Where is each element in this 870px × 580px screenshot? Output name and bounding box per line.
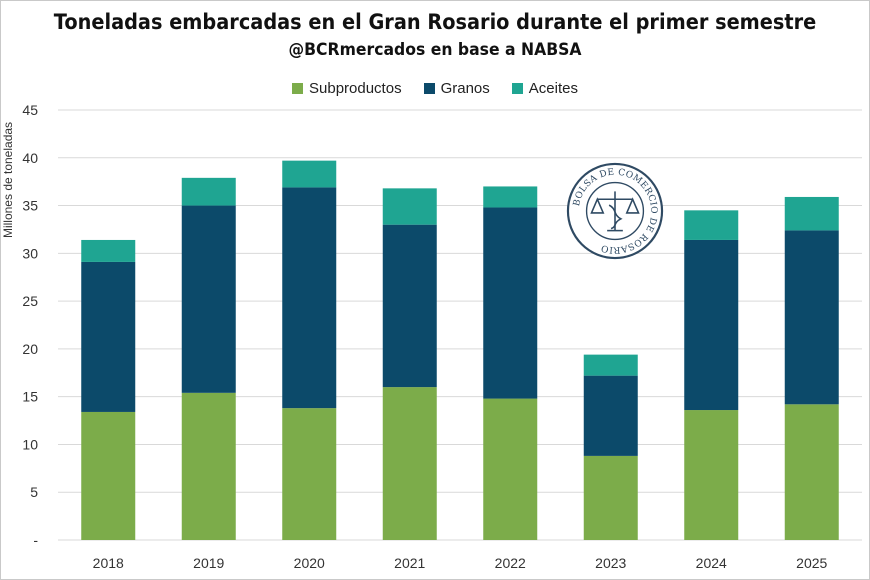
bar-granos-2020: [282, 187, 337, 409]
legend-swatch-subproductos: [292, 83, 303, 94]
bolsa-de-comercio-seal-logo: BOLSA DE COMERCIO DE ROSARIO: [566, 162, 664, 260]
y-tick-label: 25: [22, 293, 38, 309]
x-tick-label: 2020: [294, 555, 325, 571]
chart-legend: Subproductos Granos Aceites: [0, 80, 870, 97]
bar-aceites-2021: [382, 188, 437, 225]
y-tick-label: 40: [22, 150, 38, 166]
legend-item-granos: Granos: [423, 80, 490, 97]
x-tick-label: 2019: [193, 555, 224, 571]
bar-granos-2025: [784, 230, 839, 405]
y-tick-label: 30: [22, 245, 38, 261]
bar-granos-2021: [382, 224, 437, 388]
y-tick-label: 35: [22, 198, 38, 214]
x-tick-label: 2024: [696, 555, 727, 571]
bar-subproductos-2021: [382, 387, 437, 540]
legend-label-subproductos: Subproductos: [309, 80, 402, 97]
y-tick-label: 10: [22, 436, 38, 452]
bar-subproductos-2024: [684, 410, 739, 540]
legend-label-granos: Granos: [440, 80, 490, 97]
legend-swatch-aceites: [511, 83, 523, 94]
y-tick-label: 15: [22, 389, 38, 405]
bar-aceites-2025: [784, 196, 839, 231]
bar-subproductos-2022: [483, 398, 538, 540]
bar-subproductos-2018: [81, 411, 136, 540]
x-tick-label: 2021: [394, 555, 425, 571]
chart-title: Toneladas embarcadas en el Gran Rosario …: [53, 10, 817, 34]
seal-inner-ring: [585, 181, 645, 241]
bar-granos-2019: [181, 205, 236, 393]
bar-granos-2023: [583, 375, 638, 456]
legend-item-aceites: Aceites: [511, 80, 578, 97]
y-axis-label: Millones de toneladas: [1, 122, 15, 238]
x-tick-label: 2025: [796, 555, 827, 571]
y-tick-label: 20: [22, 341, 38, 357]
scales-of-justice-icon: [590, 191, 640, 232]
bar-aceites-2020: [282, 160, 337, 188]
bar-subproductos-2020: [282, 408, 337, 540]
y-tick-label: 45: [22, 102, 38, 118]
bar-granos-2018: [81, 261, 136, 412]
y-tick-label: 5: [30, 484, 38, 500]
bar-aceites-2023: [583, 354, 638, 376]
y-tick-label: -: [33, 532, 38, 548]
bar-aceites-2022: [483, 186, 538, 208]
x-tick-label: 2018: [93, 555, 124, 571]
legend-item-subproductos: Subproductos: [292, 80, 402, 97]
chart-subtitle: @BCRmercados en base a NABSA: [288, 40, 582, 60]
bar-subproductos-2019: [181, 392, 236, 540]
x-tick-label: 2022: [495, 555, 526, 571]
legend-label-aceites: Aceites: [528, 80, 578, 97]
bar-subproductos-2023: [583, 455, 638, 540]
bar-aceites-2019: [181, 177, 236, 206]
bar-granos-2022: [483, 207, 538, 399]
bar-aceites-2018: [81, 239, 136, 262]
bar-aceites-2024: [684, 210, 739, 240]
bar-granos-2024: [684, 239, 739, 411]
legend-swatch-granos: [423, 83, 435, 94]
x-tick-label: 2023: [595, 555, 626, 571]
bar-subproductos-2025: [784, 404, 839, 540]
